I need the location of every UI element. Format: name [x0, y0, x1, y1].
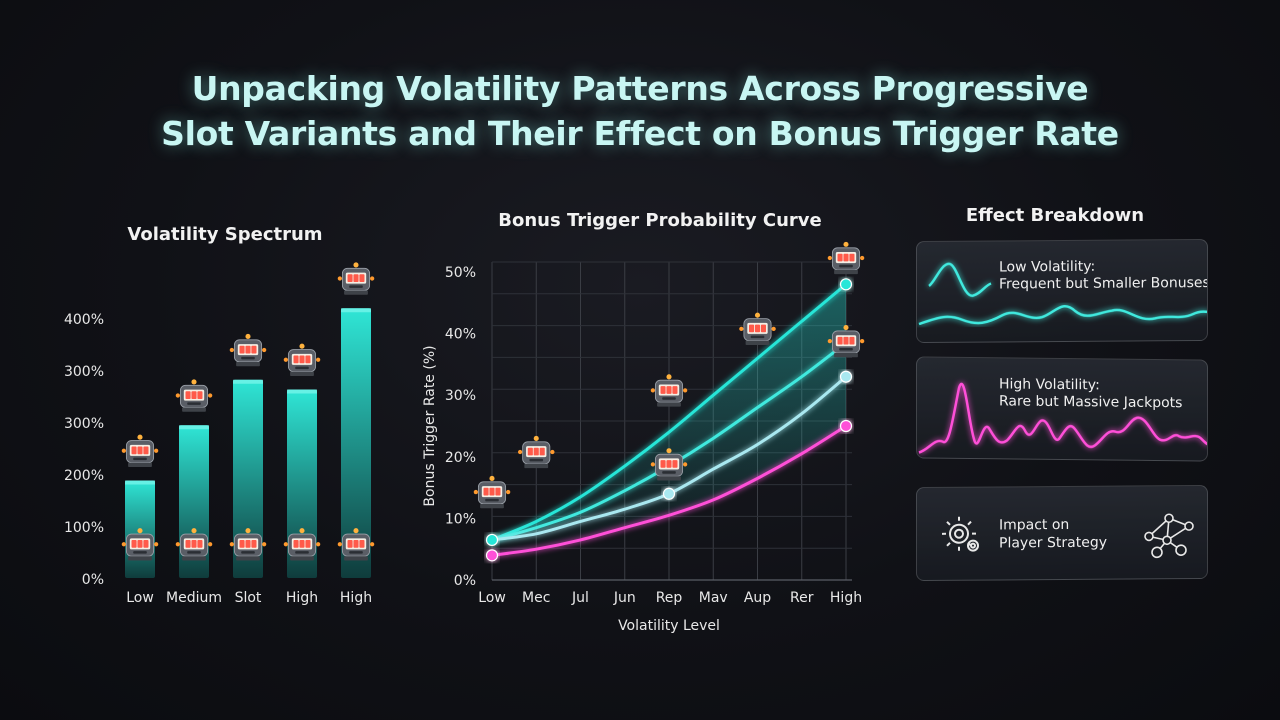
slot-machine-icon: [827, 241, 865, 275]
line-chart-title: Bonus Trigger Probability Curve: [498, 210, 822, 231]
line-xtick-label: Low: [478, 590, 506, 606]
bonus-trigger-chart: 0% 10% 20% 30% 40% 50% Low Mec Jul Jun Rep Mav Aup Re…: [422, 241, 865, 634]
slot-machine-icon: [738, 312, 777, 346]
x-axis-label: Volatility Level: [618, 618, 720, 634]
bar-category-label: Low: [126, 590, 154, 606]
line-xtick-label: Mav: [699, 590, 728, 606]
strategy-label: Impact on: [999, 516, 1070, 534]
effect-breakdown-title: Effect Breakdown: [965, 205, 1145, 226]
title-line-1: Unpacking Volatility Patterns Across Pro…: [191, 69, 1089, 108]
line-xtick-label: Mec: [522, 590, 550, 606]
gear-icon: [942, 516, 979, 552]
line-ytick-label: 50%: [445, 265, 476, 281]
high-volatility-label: High Volatility:: [999, 376, 1100, 394]
slot-machine-icon: [650, 373, 688, 407]
bar-category-label: Medium: [166, 590, 222, 606]
line-xtick-label: Jul: [571, 590, 589, 606]
bar-ytick-label: 400%: [64, 312, 104, 328]
page-title: Unpacking Volatility Patterns Across Pro…: [0, 66, 1280, 156]
high-volatility-waveform: [918, 382, 1208, 454]
data-point: [839, 278, 853, 291]
high-volatility-card[interactable]: High Volatility: Rare but Massive Jackpo…: [916, 356, 1208, 462]
line-xtick-label: Rep: [656, 590, 683, 606]
bar-ytick-label: 0%: [82, 572, 104, 588]
slot-machine-icon: [517, 435, 555, 469]
effect-cards: Low Volatility: Frequent but Smaller Bon…: [916, 238, 1210, 590]
line-ytick-label: 10%: [445, 511, 476, 527]
bar-category-label: Slot: [235, 590, 262, 606]
title-line-2: Slot Variants and Their Effect on Bonus …: [161, 114, 1119, 153]
data-point: [839, 370, 853, 383]
data-point: [839, 419, 853, 433]
line-ytick-label: 20%: [445, 450, 476, 466]
line-xtick-label: High: [830, 590, 862, 606]
bar-category-label: High: [286, 590, 318, 606]
low-volatility-waveform: [918, 262, 1208, 326]
slot-machine-icon: [473, 475, 511, 509]
data-point: [485, 533, 499, 547]
bar-cap: [179, 425, 209, 430]
line-xtick-label: Jun: [613, 590, 636, 606]
series-line: [491, 424, 847, 557]
volatility-spectrum-chart: 0% 100% 200% 300% 300% 400% Low Medium Slot High H…: [64, 261, 375, 606]
line-xtick-label: Aup: [744, 590, 771, 606]
bar-chart-title: Volatility Spectrum: [127, 224, 323, 245]
bar-cap: [125, 480, 155, 485]
bar: [287, 389, 317, 578]
strategy-desc: Player Strategy: [999, 534, 1108, 552]
player-strategy-card[interactable]: Impact on Player Strategy: [916, 484, 1208, 582]
y-axis-label: Bonus Trigger Rate (%): [422, 345, 438, 506]
bar-ytick-label: 200%: [64, 468, 104, 484]
low-volatility-desc: Frequent but Smaller Bonuses: [999, 274, 1208, 293]
line-ytick-label: 40%: [445, 327, 476, 343]
data-point: [485, 549, 499, 562]
network-icon: [1144, 513, 1194, 559]
bar-cap: [341, 308, 371, 313]
bar-ytick-label: 100%: [64, 520, 104, 536]
low-volatility-label: Low Volatility:: [999, 258, 1096, 276]
bar: [341, 308, 371, 578]
data-point: [662, 487, 676, 500]
line-xtick-label: Rer: [790, 590, 814, 606]
bar-cap: [287, 389, 317, 394]
bar-ytick-label: 300%: [64, 364, 104, 380]
bar-ytick-label: 300%: [64, 416, 104, 432]
line-ytick-label: 0%: [454, 573, 476, 589]
line-ytick-label: 30%: [445, 388, 476, 404]
high-volatility-desc: Rare but Massive Jackpots: [999, 393, 1183, 412]
series-line: [491, 283, 847, 542]
area-fill: [492, 284, 846, 556]
bar-category-label: High: [340, 590, 372, 606]
low-volatility-card[interactable]: Low Volatility: Frequent but Smaller Bon…: [916, 238, 1208, 344]
bar: [233, 379, 263, 578]
bar-cap: [233, 379, 263, 384]
